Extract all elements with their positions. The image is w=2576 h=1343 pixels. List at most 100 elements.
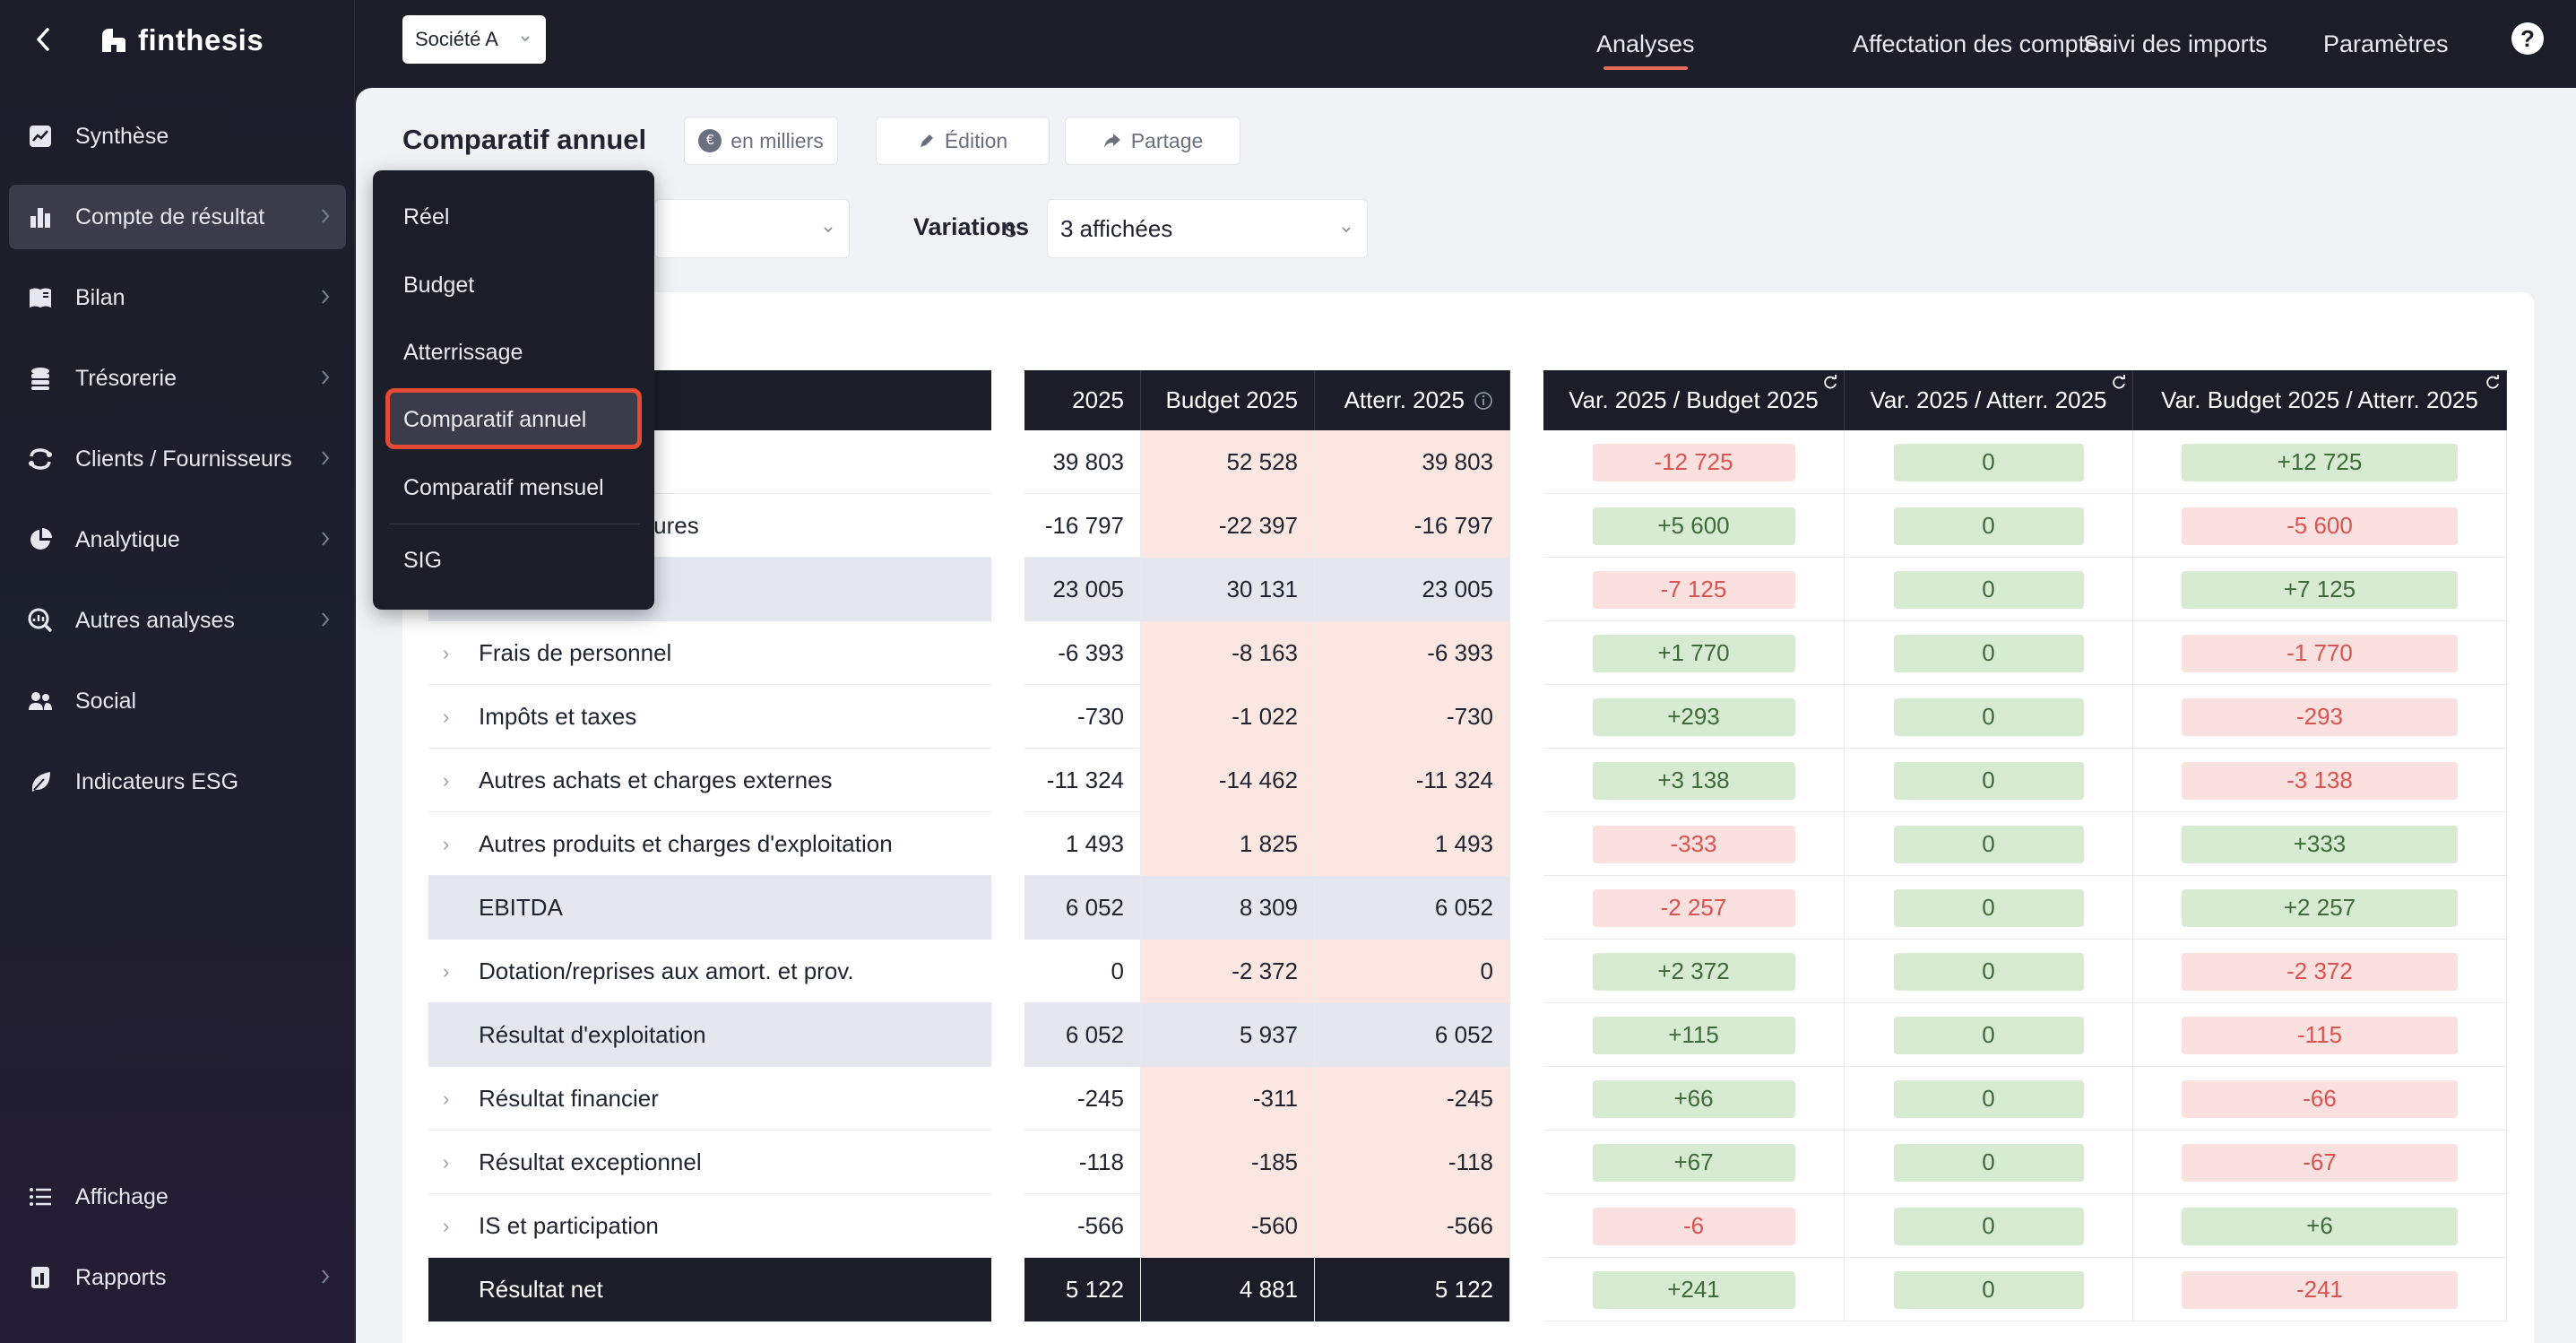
expand-chevron-icon[interactable]: › [443,705,450,728]
table-row-values: -566 -560 -566 [1024,1194,1510,1258]
menu-item-reel[interactable]: Réel [403,204,450,230]
topnav-affectation[interactable]: Affectation des comptes [1853,0,2111,88]
sidebar-item-label: Rapports [75,1264,167,1290]
expand-chevron-icon[interactable]: › [443,768,450,792]
refresh-icon[interactable] [1822,374,1838,390]
menu-item-comparatif-mensuel[interactable]: Comparatif mensuel [403,475,604,500]
value-cell: 5 122 [1315,1258,1510,1321]
share-button[interactable]: Partage [1065,117,1240,165]
value-cell: 23 005 [1315,558,1510,621]
nav-icon-wrap [27,768,54,795]
logo[interactable]: finthesis [100,23,264,57]
company-select[interactable]: Société A [402,15,546,64]
variations-select-value: 3 affichées [1060,214,1173,242]
topnav-label: Affectation des comptes [1853,30,2111,57]
refresh-icon[interactable] [2111,374,2127,390]
variation-pill: -6 [1592,1207,1795,1245]
help-icon: ? [2520,24,2535,52]
value-cell: -8 163 [1141,621,1315,685]
value-cell: -1 022 [1141,685,1315,749]
row-label: IS et participation [479,1212,659,1239]
variation-pill: +115 [1592,1016,1795,1054]
refresh-icon[interactable] [2485,374,2501,390]
variation-pill: -5 600 [2182,507,2458,545]
variations-label: Variations [913,213,1030,240]
info-icon[interactable] [1474,391,1493,411]
expand-chevron-icon[interactable]: › [443,959,450,983]
menu-item-budget[interactable]: Budget [403,273,475,298]
sidebar-item-tresorerie[interactable]: Trésorerie [9,346,346,411]
table-row[interactable]: › Autres achats et charges externes [428,749,991,812]
variation-cell: 0 [1845,558,2133,621]
bar-chart-icon [30,208,50,228]
periods-select[interactable]: s [654,199,1016,258]
value-cell: 39 803 [1024,430,1141,494]
sidebar-item-compte-de-resultat[interactable]: Compte de résultat [9,185,346,249]
help-button[interactable]: ? [2511,22,2544,55]
variation-pill: 0 [1893,697,2084,736]
expand-chevron-icon[interactable]: › [443,641,450,664]
variation-cell: +115 [1543,1003,1845,1067]
expand-chevron-icon[interactable]: › [443,1087,450,1110]
menu-item-comparatif-annuel[interactable]: Comparatif annuel [403,407,587,432]
variation-cell: +2 372 [1543,940,1845,1003]
edit-button[interactable]: Édition [876,117,1050,165]
row-label-cell: › IS et participation [428,1194,991,1258]
column-header[interactable]: Budget 2025 [1141,370,1315,430]
variation-cell: -12 725 [1543,430,1845,494]
table-row[interactable]: › Frais de personnel [428,621,991,685]
sidebar-item-autres-analyses[interactable]: Autres analyses [9,588,346,653]
nav-icon-wrap [27,688,54,715]
topnav-analyses[interactable]: Analyses [1596,0,1695,88]
sidebar-item-bilan[interactable]: Bilan [9,265,346,330]
table-row[interactable]: › IS et participation [428,1194,991,1258]
sidebar-item-analytique[interactable]: Analytique [9,507,346,572]
table-row[interactable]: › Impôts et taxes [428,685,991,749]
table-row[interactable]: Résultat d'exploitation [428,1003,991,1067]
back-button[interactable] [23,20,63,59]
sidebar-item-label: Compte de résultat [75,204,265,230]
row-label-cell: › Résultat financier [428,1067,991,1131]
topnav-suivi-imports[interactable]: Suivi des imports [2083,0,2268,88]
value-cell: 6 052 [1315,1003,1510,1067]
value-cell: -566 [1315,1194,1510,1258]
table-row[interactable]: › Autres produits et charges d'exploitati… [428,812,991,876]
table-row[interactable]: › Résultat exceptionnel [428,1131,991,1194]
nav-icon-wrap [27,526,54,553]
variations-select[interactable]: 3 affichées [1047,199,1368,258]
row-label-cell: EBITDA [428,876,991,940]
menu-item-sig[interactable]: SIG [403,548,443,573]
menu-item-atterrissage[interactable]: Atterrissage [403,340,523,365]
expand-chevron-icon[interactable]: › [443,1214,450,1237]
row-label-cell: › Résultat exceptionnel [428,1131,991,1194]
column-header[interactable]: Atterr. 2025 [1315,370,1510,430]
value-cell: -11 324 [1024,749,1141,812]
sidebar-item-synthese[interactable]: Synthèse [9,104,346,169]
variation-cell: -67 [2133,1131,2507,1194]
pencil-icon [920,134,933,147]
table-row[interactable]: › Résultat financier [428,1067,991,1131]
expand-chevron-icon[interactable]: › [443,1150,450,1174]
table-row[interactable]: Résultat net [428,1258,991,1321]
table-row[interactable]: › Dotation/reprises aux amort. et prov. [428,940,991,1003]
sidebar-item-rapports[interactable]: Rapports [9,1245,346,1310]
periods-select-value: s [1005,214,1016,242]
sidebar-item-social[interactable]: Social [9,669,346,733]
table-row[interactable]: EBITDA [428,876,991,940]
finthesis-logo-icon [102,29,125,52]
variation-column-header[interactable]: Var. 2025 / Atterr. 2025 [1845,370,2133,430]
row-label-cell: › Autres produits et charges d'exploitati… [428,812,991,876]
sidebar-item-indicateurs-esg[interactable]: Indicateurs ESG [9,749,346,814]
sidebar-item-clients-fournisseurs[interactable]: Clients / Fournisseurs [9,427,346,491]
variation-column-header[interactable]: Var. 2025 / Budget 2025 [1543,370,1845,430]
variation-column-header[interactable]: Var. Budget 2025 / Atterr. 2025 [2133,370,2507,430]
units-button[interactable]: € en milliers [684,117,838,165]
sidebar-item-affichage[interactable]: Affichage [9,1165,346,1229]
variation-cell: +66 [1543,1067,1845,1131]
topnav-parametres[interactable]: Paramètres [2323,0,2449,88]
variation-cell: 0 [1845,494,2133,558]
row-label: EBITDA [479,894,563,921]
column-header[interactable]: 2025 [1024,370,1141,430]
expand-chevron-icon[interactable]: › [443,832,450,855]
variation-cell: +1 770 [1543,621,1845,685]
